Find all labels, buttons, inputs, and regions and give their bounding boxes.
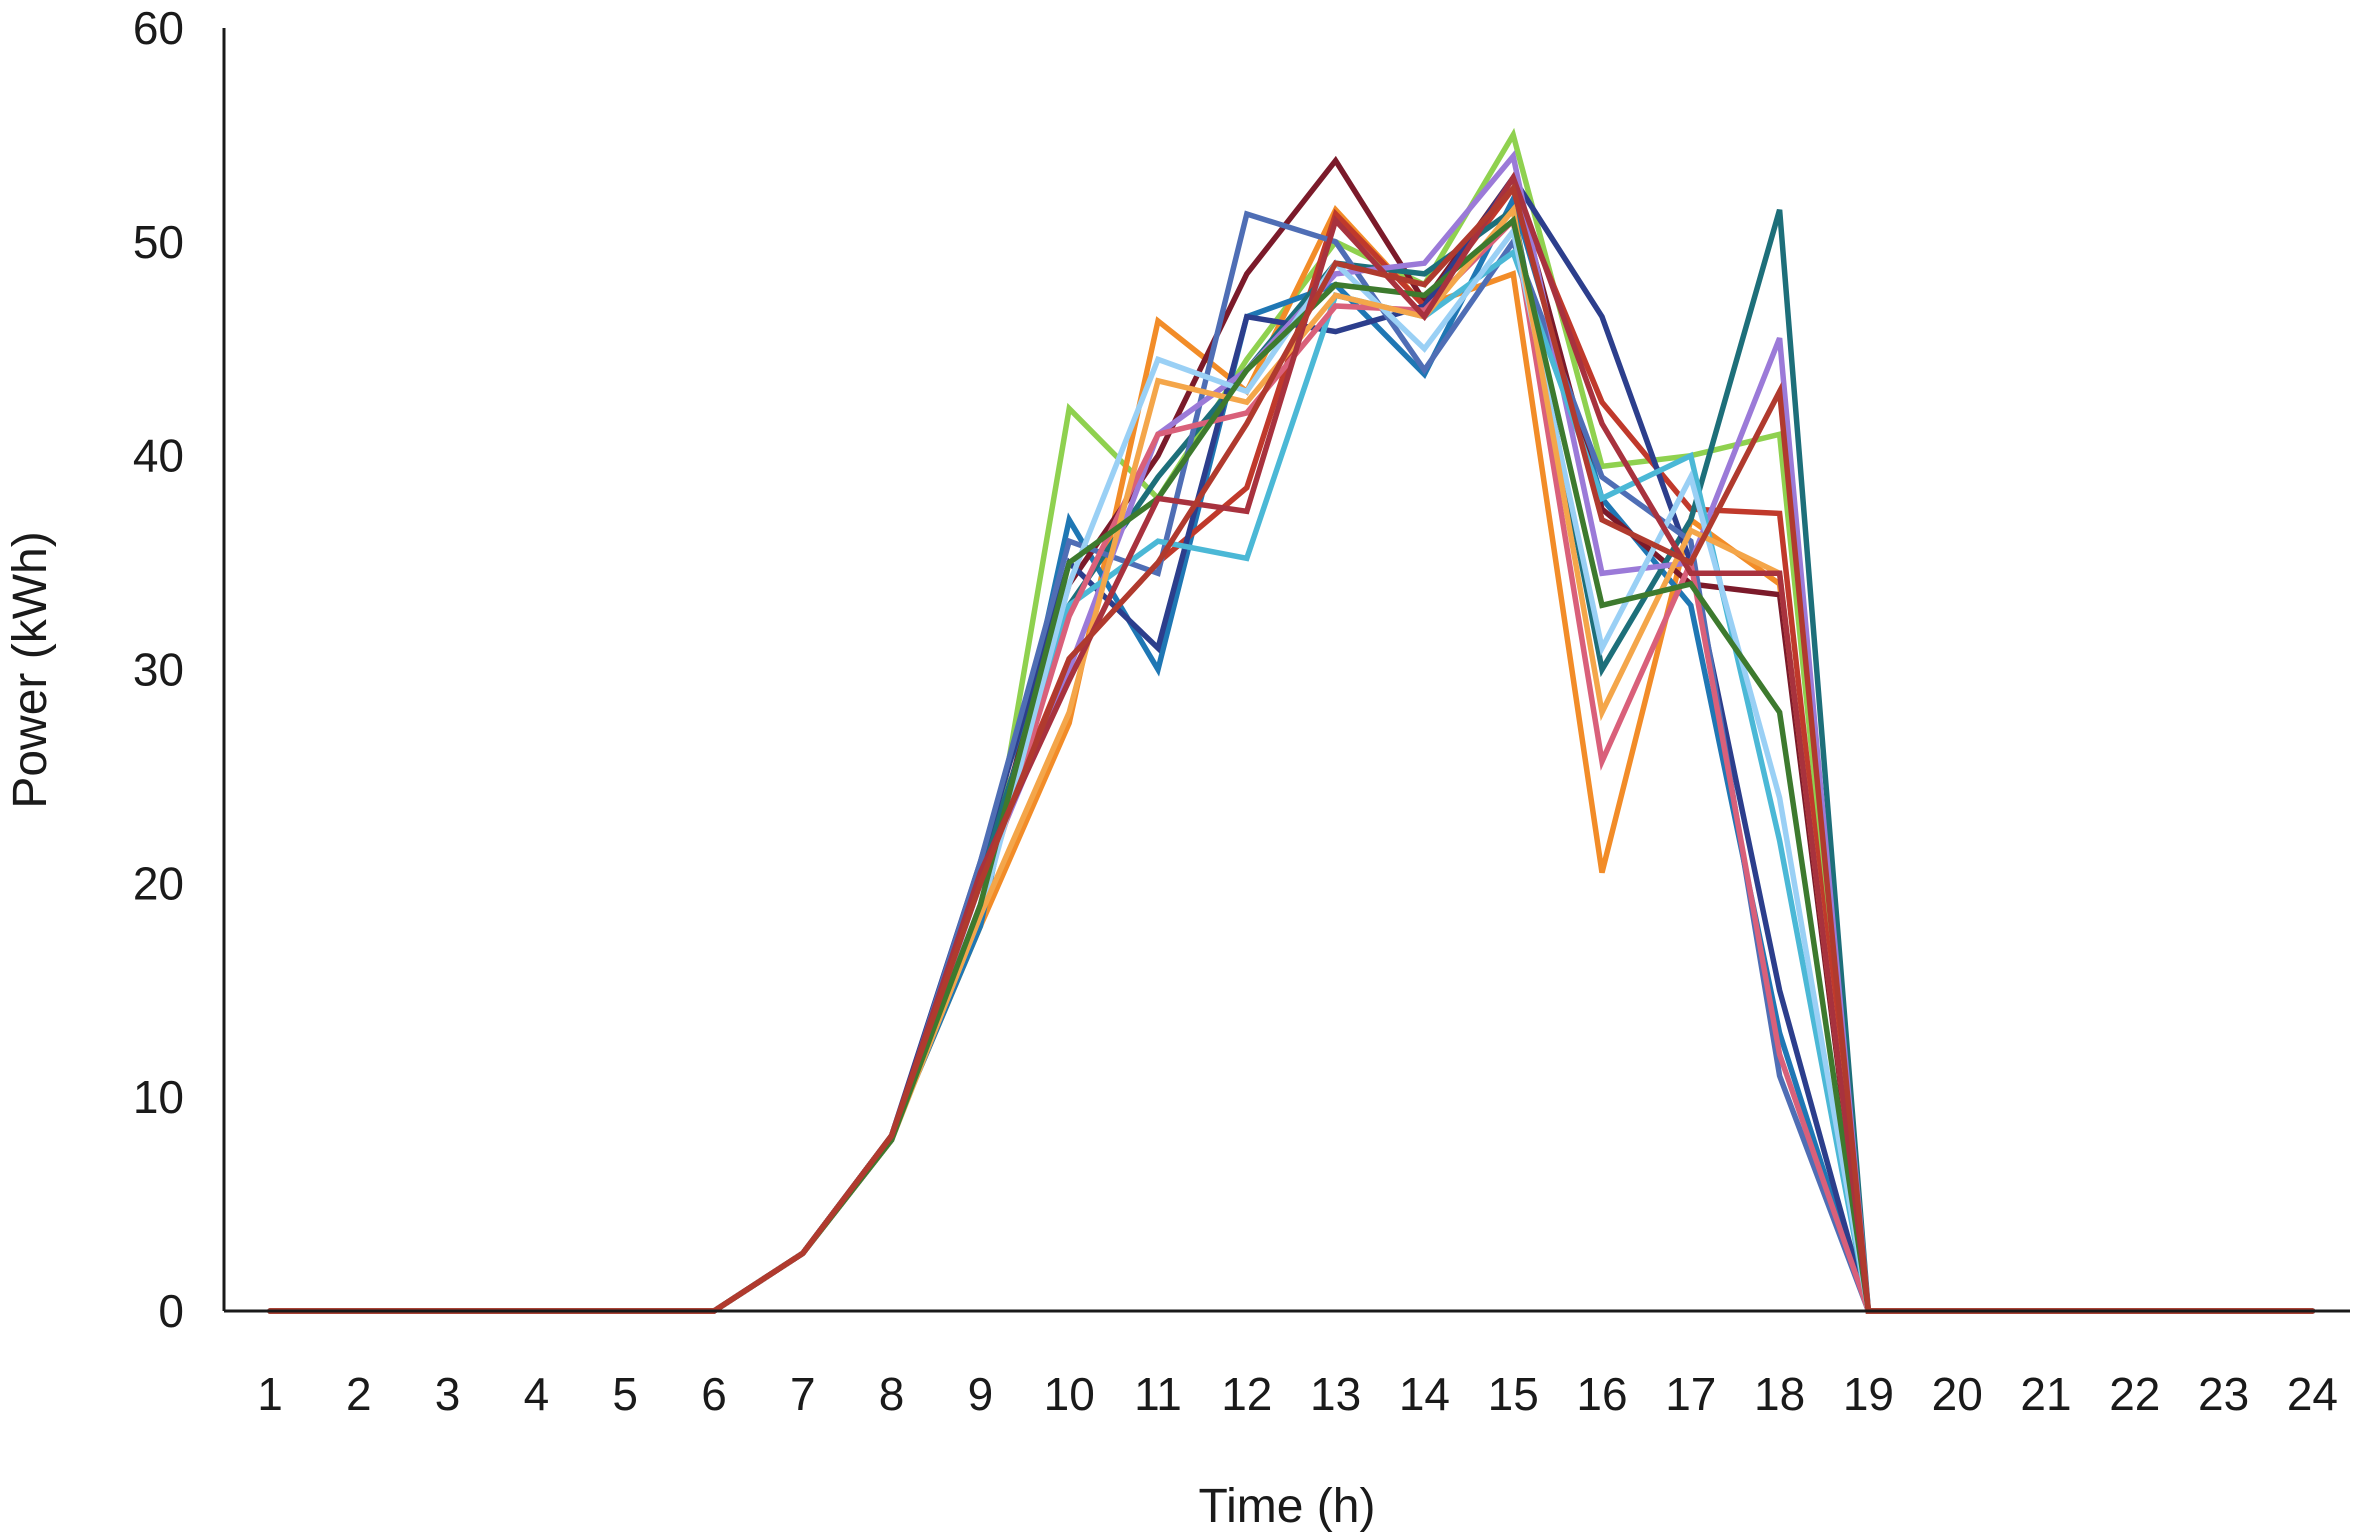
series-line-14 — [267, 215, 2316, 1314]
y-tick-label: 30 — [133, 644, 184, 696]
series-layer — [267, 127, 2316, 1314]
x-tick-label: 22 — [2109, 1368, 2160, 1420]
y-tick-label: 60 — [133, 2, 184, 54]
x-tick-label: 15 — [1488, 1368, 1539, 1420]
x-tick-label: 1 — [257, 1368, 283, 1420]
x-tick-label: 14 — [1399, 1368, 1450, 1420]
x-tick-label: 16 — [1576, 1368, 1627, 1420]
y-tick-labels: 0 10 20 30 40 50 60 — [133, 2, 184, 1337]
x-tick-label: 10 — [1044, 1368, 1095, 1420]
y-tick-label: 50 — [133, 216, 184, 268]
series-line-12 — [267, 224, 2316, 1314]
y-tick-label: 10 — [133, 1071, 184, 1123]
x-tick-label: 9 — [968, 1368, 994, 1420]
series-line-1 — [267, 127, 2316, 1314]
x-tick-label: 3 — [435, 1368, 461, 1420]
x-axis-title: Time (h) — [1199, 1480, 1376, 1533]
x-tick-label: 7 — [790, 1368, 816, 1420]
x-tick-label: 11 — [1134, 1368, 1182, 1420]
x-tick-labels: 1 2 3 4 5 6 7 8 9 10 11 12 13 14 15 16 17 18 19 20 21 22 23 24 — [257, 1368, 2338, 1420]
series-line-11 — [267, 214, 2316, 1314]
x-tick-label: 20 — [1932, 1368, 1983, 1420]
x-tick-label: 24 — [2287, 1368, 2338, 1420]
x-tick-label: 19 — [1843, 1368, 1894, 1420]
x-tick-label: 21 — [2020, 1368, 2071, 1420]
x-tick-label: 4 — [524, 1368, 550, 1420]
y-tick-label: 40 — [133, 430, 184, 482]
x-tick-label: 2 — [346, 1368, 372, 1420]
y-tick-label: 20 — [133, 857, 184, 909]
x-tick-label: 6 — [701, 1368, 727, 1420]
x-tick-label: 5 — [612, 1368, 638, 1420]
x-tick-label: 13 — [1310, 1368, 1361, 1420]
y-tick-label: 0 — [158, 1285, 184, 1337]
series-line-10 — [267, 248, 2316, 1314]
series-line-8 — [267, 210, 2316, 1314]
x-tick-label: 18 — [1754, 1368, 1805, 1420]
x-tick-label: 12 — [1221, 1368, 1272, 1420]
x-tick-label: 23 — [2198, 1368, 2249, 1420]
x-tick-label: 17 — [1665, 1368, 1716, 1420]
x-tick-label: 8 — [879, 1368, 905, 1420]
y-axis-title: Power (kWh) — [4, 531, 57, 808]
series-line-4 — [267, 155, 2316, 1314]
